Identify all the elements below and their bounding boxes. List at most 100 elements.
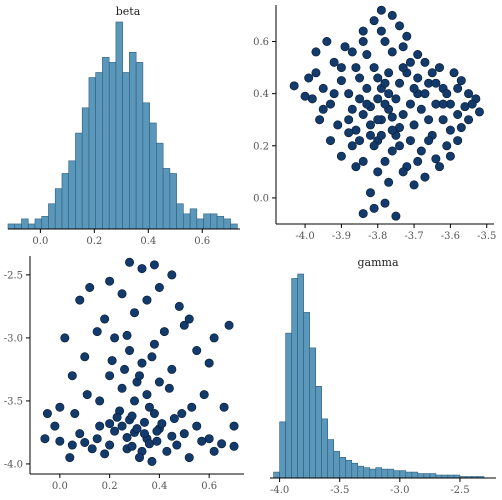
histogram-bar [108, 62, 117, 230]
y-tick-label: -3.0 [4, 333, 23, 344]
scatter-point [398, 42, 408, 52]
scatter-point [373, 94, 383, 104]
x-tick-label: -3.5 [477, 231, 496, 242]
scatter-point [154, 283, 164, 293]
scatter-point [80, 352, 90, 362]
scatter-point [355, 94, 365, 104]
gamma-histogram-panel: gamma -4.0 -3.5 -3.0 -2.5 [270, 256, 496, 496]
scatter-point [192, 346, 202, 356]
scatter-point [329, 57, 339, 67]
x-tick-label: 0.4 [151, 481, 167, 492]
scatter-point [134, 453, 144, 463]
scatter-point [369, 63, 379, 73]
scatter-point [358, 110, 368, 120]
scatter-point [322, 36, 332, 46]
scatter-point [456, 123, 466, 133]
scatter-point [209, 333, 219, 343]
histogram-bar [333, 451, 341, 479]
histogram-bar [122, 72, 130, 230]
scatter-point [229, 421, 239, 431]
scatter-point [117, 421, 127, 431]
scatter-point [351, 162, 361, 172]
scatter-point [409, 83, 419, 93]
histogram-bar [429, 473, 437, 479]
scatter-point [311, 47, 321, 57]
histogram-bar [393, 470, 401, 479]
scatter-point [117, 383, 127, 393]
scatter-point [107, 356, 117, 366]
scatter-point [75, 429, 85, 439]
scatter-point [137, 358, 147, 368]
scatter-point [438, 99, 448, 109]
scatter-point [365, 188, 375, 198]
scatter-point [110, 333, 120, 343]
histogram-bar [405, 471, 413, 479]
scatter-point [159, 327, 169, 337]
scatter-point [311, 68, 321, 78]
scatter-point [100, 314, 110, 324]
y-tick-label: 0.2 [253, 141, 269, 152]
histogram-bar [381, 468, 389, 479]
scatter-point [380, 36, 390, 46]
scatter-point [199, 390, 209, 400]
scatter-point [442, 89, 452, 99]
scatter-point [315, 115, 325, 125]
scatter-point [167, 364, 177, 374]
beta-histogram-panel: beta 0.0 0.2 0.4 0.6 [7, 5, 240, 247]
scatter-point [82, 390, 92, 400]
histogram-bar [54, 188, 63, 230]
scatter-point [149, 260, 159, 270]
scatter-point [167, 270, 177, 280]
scatter-point [229, 441, 239, 451]
scatter-point [431, 154, 441, 164]
scatter-point [67, 440, 77, 450]
scatter-point [369, 141, 379, 151]
scatter-point [179, 320, 189, 330]
histogram-bar [129, 51, 137, 230]
scatter-point [224, 320, 234, 330]
scatter-point [453, 83, 463, 93]
scatter-point [434, 63, 444, 73]
scatter-point [387, 47, 397, 57]
scatter-point [112, 412, 122, 422]
scatter-point [420, 57, 430, 67]
scatter-point [467, 99, 477, 109]
scatter-point [362, 83, 372, 93]
scatter-point [384, 89, 394, 99]
histogram-bar [189, 208, 198, 230]
histogram-bar [279, 421, 286, 479]
histogram-bar [88, 77, 96, 230]
scatter-point [380, 78, 390, 88]
x-tick-label: -4.0 [270, 485, 289, 496]
scatter-point [416, 104, 426, 114]
scatter-point [219, 402, 229, 412]
scatter-point [197, 436, 207, 446]
scatter-point [142, 390, 152, 400]
scatter-point [95, 396, 105, 406]
y-tick-label: 0.0 [253, 193, 269, 204]
histogram-bar [309, 347, 316, 479]
x-tick-label: -4.0 [295, 231, 314, 242]
histogram-bar [210, 213, 218, 230]
scatter-point [149, 409, 159, 419]
scatter-point [42, 409, 52, 419]
histogram-bar [156, 142, 164, 230]
x-tick-label: -3.6 [441, 231, 460, 242]
scatter-point [409, 120, 419, 130]
scatter-point [164, 383, 174, 393]
histogram-bar [7, 223, 16, 230]
histogram-bar [135, 62, 144, 230]
scatter-point [409, 180, 419, 190]
scatter-point [147, 352, 157, 362]
histogram-bar [363, 467, 371, 479]
histogram-bar [196, 218, 204, 230]
scatter-point [127, 441, 137, 451]
scatter-point [373, 115, 383, 125]
scatter-point [358, 209, 368, 219]
scatter-point [60, 333, 70, 343]
histogram-bar [327, 439, 335, 479]
scatter-point [369, 16, 379, 26]
scatter-point [387, 146, 397, 156]
x-tick-label: -3.0 [390, 485, 409, 496]
